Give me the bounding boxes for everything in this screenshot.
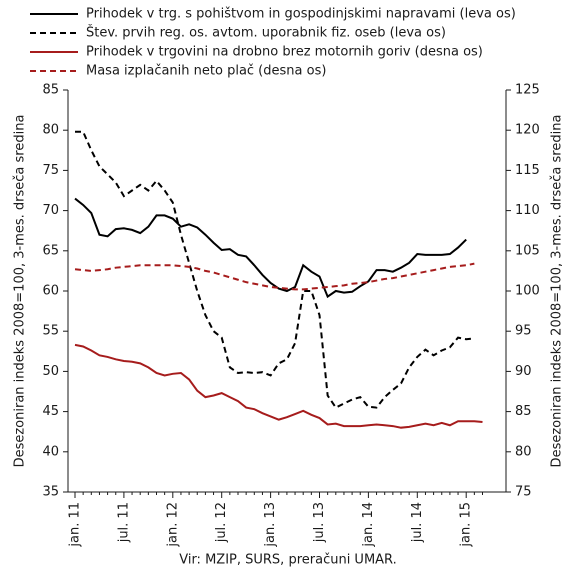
x-tick-label: jan. 11 xyxy=(68,502,83,548)
series-line xyxy=(74,343,483,429)
x-tick-label: jan. 13 xyxy=(263,502,278,548)
y2-tick-label: 115 xyxy=(515,163,540,178)
y-tick-label: 50 xyxy=(42,364,59,379)
x-tick-label: jan. 12 xyxy=(165,502,180,548)
x-tick-label: jul. 12 xyxy=(214,502,229,543)
y2-tick-label: 100 xyxy=(515,284,540,299)
y-tick-label: 40 xyxy=(42,444,59,459)
y2-tick-label: 80 xyxy=(515,444,532,459)
y2-tick-label: 75 xyxy=(515,485,532,500)
y-axis-title: Desezoniran indeks 2008=100, 3-mes. drse… xyxy=(13,115,28,468)
y2-axis-title: Desezoniran indeks 2008=100, 3-mes. drse… xyxy=(550,115,565,468)
y-tick-label: 70 xyxy=(42,203,59,218)
x-tick-label: jan. 15 xyxy=(459,502,474,548)
y2-tick-label: 90 xyxy=(515,364,532,379)
y2-tick-label: 125 xyxy=(515,83,540,98)
y-tick-label: 85 xyxy=(42,83,59,98)
legend-label: Masa izplačanih neto plač (desna os) xyxy=(86,64,326,79)
x-tick-label: jul. 13 xyxy=(312,502,327,543)
y-tick-label: 55 xyxy=(42,324,59,339)
y2-tick-label: 85 xyxy=(515,404,532,419)
legend-label: Prihodek v trgovini na drobno brez motor… xyxy=(86,45,483,60)
series-line xyxy=(75,130,475,409)
x-tick-label: jul. 14 xyxy=(410,502,425,543)
legend-label: Prihodek v trg. s pohištvom in gospodinj… xyxy=(86,7,516,22)
y-tick-label: 75 xyxy=(42,163,59,178)
y2-tick-label: 95 xyxy=(515,324,532,339)
y-tick-label: 45 xyxy=(42,404,59,419)
y-tick-label: 80 xyxy=(42,123,59,138)
legend-label: Štev. prvih reg. os. avtom. uporabnik fi… xyxy=(86,25,446,41)
y-tick-label: 65 xyxy=(42,243,59,258)
y-tick-label: 35 xyxy=(42,485,59,500)
y-tick-label: 60 xyxy=(42,284,59,299)
y2-tick-label: 110 xyxy=(515,203,540,218)
y2-tick-label: 105 xyxy=(515,243,540,258)
series-line xyxy=(74,262,475,291)
x-tick-label: jul. 11 xyxy=(116,502,131,543)
source-note: Vir: MZIP, SURS, preračuni UMAR. xyxy=(179,553,397,568)
y2-tick-label: 120 xyxy=(515,123,540,138)
x-tick-label: jan. 14 xyxy=(361,502,376,548)
series-line xyxy=(74,197,467,299)
